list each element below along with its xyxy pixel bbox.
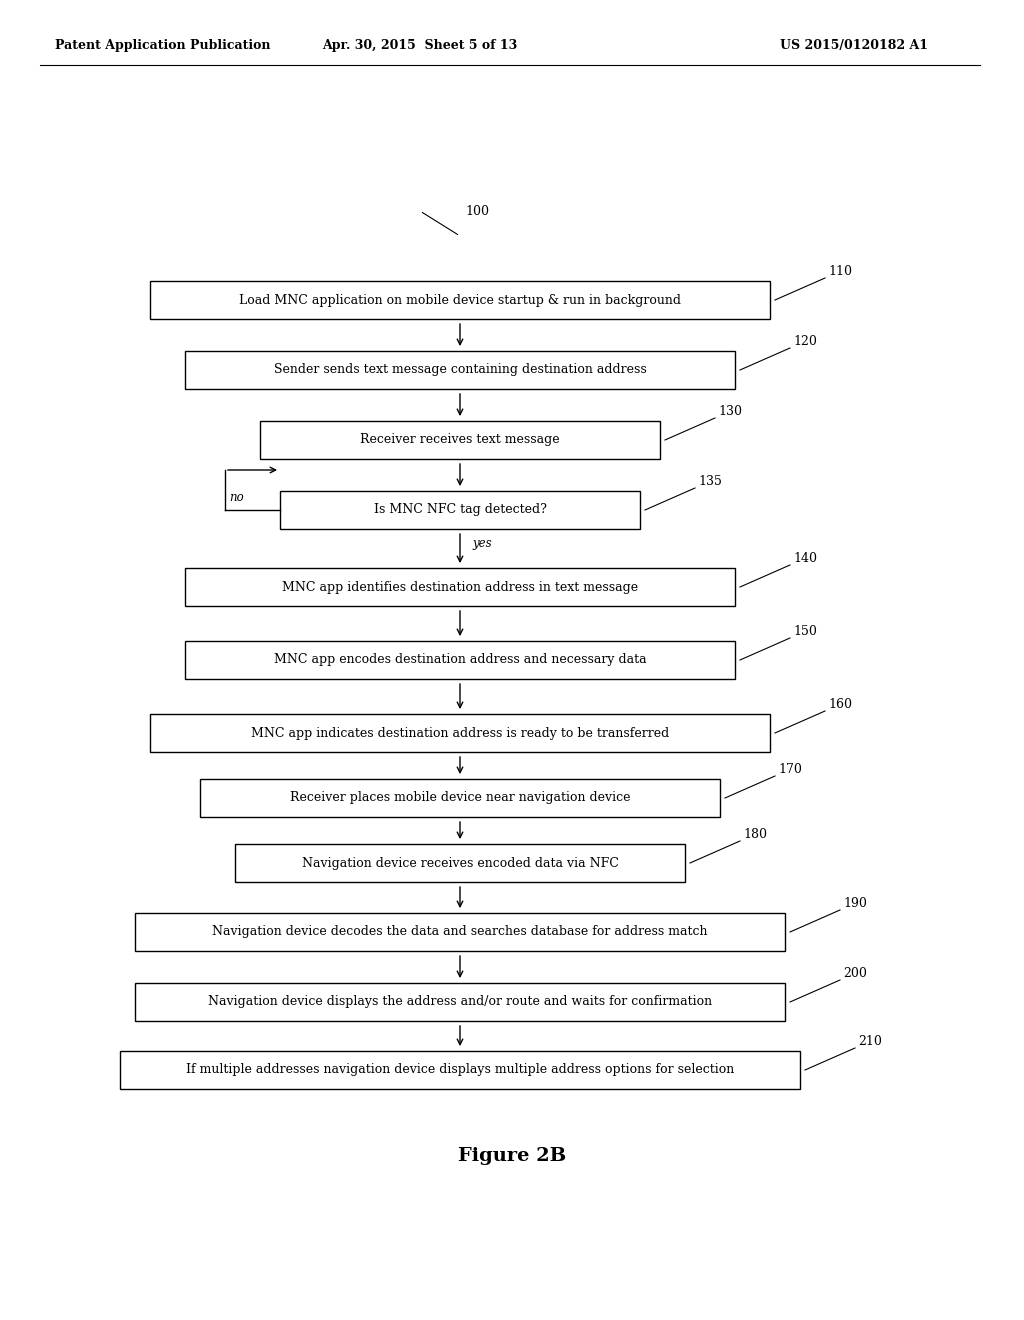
Text: Navigation device decodes the data and searches database for address match: Navigation device decodes the data and s… bbox=[212, 925, 708, 939]
Text: 170: 170 bbox=[778, 763, 802, 776]
FancyBboxPatch shape bbox=[260, 421, 660, 459]
Text: MNC app indicates destination address is ready to be transferred: MNC app indicates destination address is… bbox=[251, 726, 669, 739]
Text: Navigation device receives encoded data via NFC: Navigation device receives encoded data … bbox=[301, 857, 618, 870]
FancyBboxPatch shape bbox=[185, 351, 735, 389]
Text: Navigation device displays the address and/or route and waits for confirmation: Navigation device displays the address a… bbox=[208, 995, 712, 1008]
FancyBboxPatch shape bbox=[150, 714, 770, 752]
Text: 130: 130 bbox=[718, 405, 742, 418]
Text: Load MNC application on mobile device startup & run in background: Load MNC application on mobile device st… bbox=[239, 293, 681, 306]
Text: Apr. 30, 2015  Sheet 5 of 13: Apr. 30, 2015 Sheet 5 of 13 bbox=[323, 38, 517, 51]
FancyBboxPatch shape bbox=[280, 491, 640, 529]
Text: 140: 140 bbox=[793, 552, 817, 565]
Text: US 2015/0120182 A1: US 2015/0120182 A1 bbox=[780, 38, 928, 51]
Text: 210: 210 bbox=[858, 1035, 882, 1048]
Text: yes: yes bbox=[472, 537, 492, 550]
FancyBboxPatch shape bbox=[120, 1051, 800, 1089]
Text: no: no bbox=[229, 491, 244, 504]
Text: 160: 160 bbox=[828, 698, 852, 711]
Text: Receiver receives text message: Receiver receives text message bbox=[360, 433, 560, 446]
FancyBboxPatch shape bbox=[234, 843, 685, 882]
FancyBboxPatch shape bbox=[185, 642, 735, 678]
Text: Is MNC NFC tag detected?: Is MNC NFC tag detected? bbox=[374, 503, 547, 516]
Text: Receiver places mobile device near navigation device: Receiver places mobile device near navig… bbox=[290, 792, 630, 804]
Text: 150: 150 bbox=[793, 624, 817, 638]
Text: 180: 180 bbox=[743, 828, 767, 841]
FancyBboxPatch shape bbox=[135, 983, 785, 1020]
Text: 135: 135 bbox=[698, 475, 722, 488]
Text: 120: 120 bbox=[793, 335, 817, 348]
Text: Figure 2B: Figure 2B bbox=[458, 1147, 566, 1166]
FancyBboxPatch shape bbox=[185, 568, 735, 606]
Text: 100: 100 bbox=[465, 205, 489, 218]
FancyBboxPatch shape bbox=[150, 281, 770, 319]
Text: 200: 200 bbox=[843, 968, 867, 979]
Text: 110: 110 bbox=[828, 265, 852, 279]
FancyBboxPatch shape bbox=[135, 913, 785, 950]
FancyBboxPatch shape bbox=[200, 779, 720, 817]
Text: If multiple addresses navigation device displays multiple address options for se: If multiple addresses navigation device … bbox=[186, 1064, 734, 1077]
Text: Patent Application Publication: Patent Application Publication bbox=[55, 38, 270, 51]
Text: 190: 190 bbox=[843, 898, 867, 909]
Text: Sender sends text message containing destination address: Sender sends text message containing des… bbox=[273, 363, 646, 376]
Text: MNC app identifies destination address in text message: MNC app identifies destination address i… bbox=[282, 581, 638, 594]
Text: MNC app encodes destination address and necessary data: MNC app encodes destination address and … bbox=[273, 653, 646, 667]
